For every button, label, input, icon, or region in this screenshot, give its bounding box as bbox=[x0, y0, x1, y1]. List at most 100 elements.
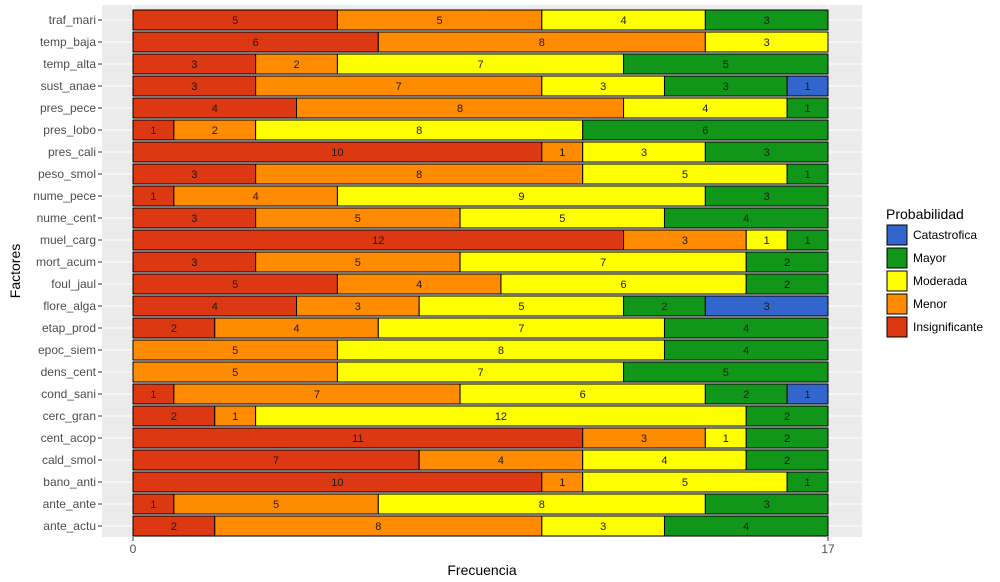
segment-value-label: 2 bbox=[171, 521, 177, 533]
x-axis-title: Frecuencia bbox=[447, 562, 516, 578]
segment-value-label: 3 bbox=[764, 301, 770, 313]
x-tick-label: 0 bbox=[130, 542, 137, 556]
segment-value-label: 7 bbox=[600, 257, 606, 269]
segment-value-label: 1 bbox=[232, 411, 238, 423]
y-tick-label: pres_lobo bbox=[43, 123, 96, 137]
segment-value-label: 2 bbox=[784, 411, 790, 423]
segment-value-label: 4 bbox=[212, 103, 218, 115]
segment-value-label: 3 bbox=[764, 37, 770, 49]
segment-value-label: 3 bbox=[764, 147, 770, 159]
segment-value-label: 2 bbox=[743, 389, 749, 401]
y-tick-label: muel_carg bbox=[40, 233, 96, 247]
segment-value-label: 8 bbox=[457, 103, 463, 115]
segment-value-label: 4 bbox=[416, 279, 422, 291]
bar-segment bbox=[704, 185, 829, 207]
segment-value-label: 1 bbox=[723, 433, 729, 445]
segment-value-label: 4 bbox=[743, 345, 749, 357]
y-tick-label: temp_alta bbox=[43, 57, 96, 71]
segment-value-label: 5 bbox=[437, 15, 443, 27]
segment-value-label: 2 bbox=[171, 323, 177, 335]
segment-value-label: 10 bbox=[331, 477, 343, 489]
segment-value-label: 6 bbox=[580, 389, 586, 401]
segment-value-label: 5 bbox=[355, 257, 361, 269]
y-tick-label: nume_cent bbox=[37, 211, 97, 225]
y-tick-label: cond_sani bbox=[41, 387, 96, 401]
segment-value-label: 2 bbox=[784, 433, 790, 445]
segment-value-label: 7 bbox=[314, 389, 320, 401]
bar-segment bbox=[582, 119, 829, 141]
x-axis: 0 17 bbox=[130, 537, 835, 556]
segment-value-label: 5 bbox=[355, 213, 361, 225]
segment-value-label: 4 bbox=[498, 455, 504, 467]
segment-value-label: 3 bbox=[764, 499, 770, 511]
bar-segment bbox=[745, 273, 829, 295]
bar-segment bbox=[745, 449, 829, 471]
bar-segment bbox=[623, 361, 829, 383]
segment-value-label: 9 bbox=[518, 191, 524, 203]
segment-value-label: 3 bbox=[191, 169, 197, 181]
segment-value-label: 8 bbox=[375, 521, 381, 533]
segment-value-label: 5 bbox=[559, 213, 565, 225]
segment-value-label: 4 bbox=[743, 521, 749, 533]
bar-segment bbox=[786, 471, 829, 493]
segment-value-label: 3 bbox=[191, 59, 197, 71]
segment-value-label: 4 bbox=[293, 323, 299, 335]
segment-value-label: 7 bbox=[518, 323, 524, 335]
legend-label: Catastrofica bbox=[913, 228, 977, 242]
segment-value-label: 1 bbox=[150, 499, 156, 511]
segment-value-label: 5 bbox=[723, 367, 729, 379]
segment-value-label: 8 bbox=[539, 37, 545, 49]
bar-segment bbox=[663, 207, 829, 229]
segment-value-label: 5 bbox=[232, 345, 238, 357]
segment-value-label: 3 bbox=[764, 15, 770, 27]
segment-value-label: 6 bbox=[702, 125, 708, 137]
y-tick-label: pres_cali bbox=[48, 145, 96, 159]
legend-label: Insignificante bbox=[913, 320, 983, 334]
segment-value-label: 5 bbox=[232, 367, 238, 379]
segment-value-label: 3 bbox=[600, 81, 606, 93]
y-tick-label: pres_pece bbox=[40, 101, 96, 115]
y-tick-label: foul_jaul bbox=[51, 277, 96, 291]
segment-value-label: 4 bbox=[621, 15, 627, 27]
segment-value-label: 1 bbox=[764, 235, 770, 247]
legend: Probabilidad Catastrofica Mayor Moderada Me… bbox=[886, 206, 983, 338]
segment-value-label: 3 bbox=[641, 433, 647, 445]
bar-segment bbox=[704, 31, 829, 53]
segment-value-label: 1 bbox=[150, 389, 156, 401]
segment-value-label: 4 bbox=[212, 301, 218, 313]
legend-label: Menor bbox=[913, 297, 947, 311]
y-tick-label: bano_anti bbox=[43, 475, 96, 489]
segment-value-label: 12 bbox=[495, 411, 507, 423]
y-tick-label: ante_actu bbox=[43, 519, 96, 533]
segment-value-label: 1 bbox=[804, 81, 810, 93]
bar-segment bbox=[704, 9, 829, 31]
segment-value-label: 1 bbox=[559, 477, 565, 489]
segment-value-label: 3 bbox=[191, 213, 197, 225]
y-tick-label: cerc_gran bbox=[43, 409, 96, 423]
segment-value-label: 7 bbox=[477, 367, 483, 379]
y-tick-label: temp_baja bbox=[40, 35, 96, 49]
segment-value-label: 4 bbox=[253, 191, 259, 203]
segment-value-label: 3 bbox=[600, 521, 606, 533]
segment-value-label: 1 bbox=[804, 477, 810, 489]
legend-key bbox=[886, 247, 908, 269]
segment-value-label: 5 bbox=[682, 477, 688, 489]
legend-key bbox=[886, 224, 908, 246]
segment-value-label: 8 bbox=[416, 125, 422, 137]
segment-value-label: 1 bbox=[150, 125, 156, 137]
segment-value-label: 1 bbox=[804, 169, 810, 181]
bars-layer bbox=[132, 9, 829, 537]
x-tick-label: 17 bbox=[821, 542, 835, 556]
segment-value-label: 2 bbox=[661, 301, 667, 313]
bar-segment bbox=[663, 515, 829, 537]
segment-value-label: 5 bbox=[232, 15, 238, 27]
segment-value-label: 4 bbox=[702, 103, 708, 115]
segment-value-label: 6 bbox=[253, 37, 259, 49]
segment-value-label: 2 bbox=[171, 411, 177, 423]
segment-value-label: 2 bbox=[784, 257, 790, 269]
segment-value-label: 3 bbox=[355, 301, 361, 313]
segment-value-label: 4 bbox=[743, 213, 749, 225]
y-tick-label: sust_anae bbox=[41, 79, 97, 93]
segment-value-label: 1 bbox=[804, 103, 810, 115]
segment-value-label: 3 bbox=[682, 235, 688, 247]
